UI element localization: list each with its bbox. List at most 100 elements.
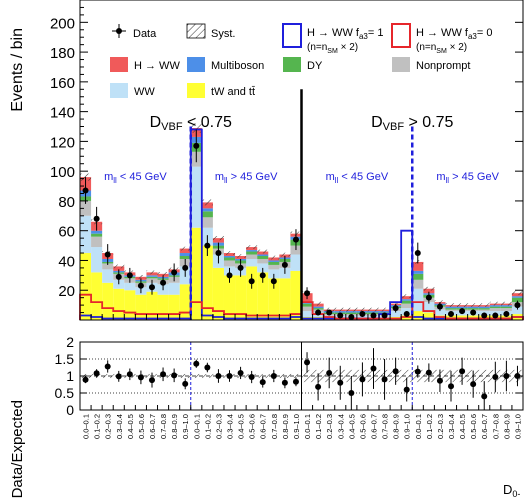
main-y-tick-label: 160 (50, 75, 75, 92)
data-point (193, 142, 200, 149)
stack-bar-nonprompt (445, 309, 457, 312)
data-point (104, 251, 111, 258)
stack-bar-nonprompt (80, 200, 92, 216)
legend-label: Syst. (211, 28, 235, 40)
legend-swatch-ww (110, 83, 128, 98)
stack-bar-ww (301, 311, 313, 318)
main-y-tick-label: 100 (50, 164, 75, 181)
data-point (204, 242, 211, 249)
legend-swatch-dy (283, 57, 301, 72)
data-point (492, 312, 499, 319)
syst-band (500, 301, 512, 306)
legend-label: Nonprompt (416, 60, 470, 72)
stack-bar-tw (235, 275, 247, 320)
stack-bar-multiboson (246, 250, 258, 252)
ratio-point (392, 368, 399, 375)
stack-bar-multiboson (445, 306, 457, 309)
ratio-point (259, 379, 266, 386)
ratio-syst-band (190, 373, 202, 379)
data-point (137, 282, 144, 289)
syst-band (268, 255, 280, 260)
stack-bar-tw (168, 294, 180, 320)
stack-bar-ww (423, 302, 435, 313)
ratio-y-tick-label: 0 (66, 402, 74, 418)
stack-bar-tw (223, 275, 236, 320)
x-tick-label: 0.4–0.5 (126, 414, 135, 439)
x-tick-label: 0.6–0.7 (369, 414, 378, 439)
x-tick-label: 0.6–0.7 (259, 414, 268, 439)
x-tick-label: 0.1–0.2 (93, 414, 102, 439)
data-point (403, 311, 410, 318)
stack-bar-multiboson (379, 311, 391, 313)
data-point (148, 284, 155, 291)
legend-label: H → WW fa3= 1 (307, 27, 383, 41)
stack-bar-dy (401, 300, 413, 304)
stack-bar-dy (268, 261, 280, 265)
syst-band (445, 303, 457, 307)
data-point (281, 261, 288, 268)
x-tick-label: 0.7–0.8 (491, 414, 500, 439)
syst-band (257, 249, 269, 254)
data-point (215, 250, 222, 257)
data-point (514, 302, 521, 309)
x-tick-label: 0.2–0.3 (325, 414, 334, 439)
stack-bar-nonprompt (401, 303, 413, 309)
ratio-y-tick-label: 2 (66, 334, 74, 350)
ratio-syst-band (401, 369, 413, 383)
stack-bar-ww (434, 309, 446, 316)
data-point (348, 314, 355, 321)
syst-band (467, 303, 479, 307)
ratio-point (137, 374, 144, 381)
stack-bar-multiboson (223, 256, 236, 258)
stack-bar-ww (91, 247, 103, 273)
stack-bar-ww (290, 254, 302, 271)
stack-bar-hww (179, 248, 191, 254)
x-tick-label: 0.5–0.6 (248, 414, 257, 439)
stack-bar-ww (511, 306, 523, 315)
stack-bar-dy (467, 308, 479, 310)
legend-overlay-swatch-fa3 (282, 23, 302, 48)
ratio-points-layer (82, 348, 521, 410)
legend-label: WW (134, 86, 155, 98)
stack-bar-multiboson (500, 305, 512, 307)
data-point (93, 215, 100, 222)
x-tick-label: 0.3–0.4 (336, 414, 345, 439)
ratio-point (115, 373, 122, 380)
stack-bar-dy (179, 256, 191, 259)
stack-bar-tw (423, 312, 435, 320)
x-tick-label: 0.9–1.0 (403, 414, 412, 439)
data-layer (82, 129, 521, 321)
stack-bar-hww (212, 238, 224, 243)
stack-bar-tw (80, 253, 92, 320)
legend-label: DY (307, 60, 323, 72)
syst-band (235, 254, 247, 258)
region-label-layer: DVBF < 0.75 DVBF > 0.75 mll < 45 GeV mll > … (104, 114, 499, 185)
data-point (259, 272, 266, 279)
legend-swatch-nonprompt (392, 57, 410, 72)
ratio-point (359, 376, 366, 383)
data-point (237, 264, 244, 271)
ratio-point (436, 377, 443, 384)
x-tick-label: 0.3–0.4 (447, 414, 456, 439)
legend-swatch-multiboson (187, 57, 205, 72)
ratio-y-tick-label: 0.5 (55, 385, 75, 401)
syst-band (179, 246, 191, 251)
stack-bar-nonprompt (478, 309, 490, 312)
stack-bar-nonprompt (489, 308, 501, 312)
syst-band (345, 307, 357, 312)
x-tick-label: 0.8–0.9 (392, 414, 401, 439)
stack-bar-nonprompt (246, 254, 258, 259)
x-tick-label: 0.2–0.3 (104, 414, 113, 439)
data-point (436, 303, 443, 310)
stack-bar-ww (412, 288, 424, 312)
data-point (304, 290, 311, 297)
syst-band (456, 303, 468, 307)
x-tick-label: 0.4–0.5 (458, 414, 467, 439)
stack-bar-hww (423, 288, 435, 294)
stack-bar-nonprompt (257, 258, 269, 264)
x-tick-label: 0.0–0.1 (414, 414, 423, 439)
ratio-guide-layer (80, 342, 523, 410)
data-point (248, 278, 255, 285)
x-tick-label: 0.7–0.8 (381, 414, 390, 439)
